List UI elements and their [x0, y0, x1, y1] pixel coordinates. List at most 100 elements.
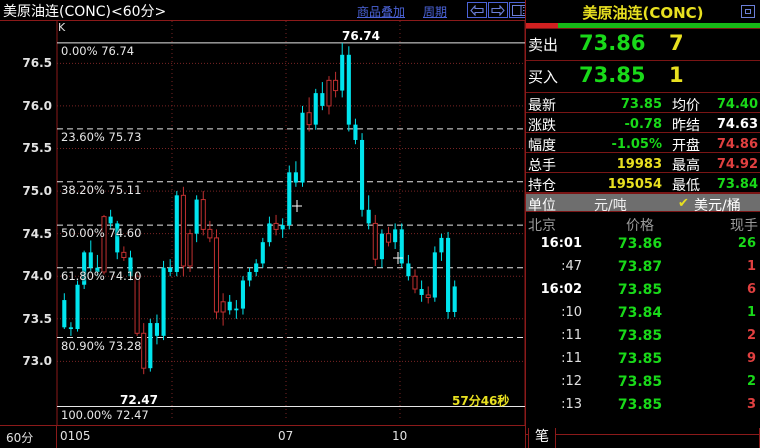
chart-canvas[interactable]	[0, 21, 526, 425]
tick-price: 73.85	[617, 282, 663, 298]
divider	[526, 152, 760, 153]
tick-price: 73.87	[617, 259, 663, 275]
chart-title: 美原油连(CONC)<60分>	[3, 4, 167, 20]
stat-row: 涨跌 -0.78 昨结 74.63	[526, 113, 760, 134]
y-tick-4: 74.5	[22, 226, 52, 241]
tick-row[interactable]: 16:02 73.85 6	[526, 279, 760, 301]
x-tick-1: 07	[278, 429, 294, 443]
stat-row: 最新 73.85 均价 74.40	[526, 93, 760, 114]
col-volume: 现手	[730, 218, 758, 234]
bid-ratio-segment	[558, 23, 760, 28]
stat-value-left: 195054	[607, 177, 662, 192]
x-tick-0: 0105	[60, 429, 91, 443]
ask-row[interactable]: 卖出 73.86 7	[526, 29, 760, 60]
commodity-overlay-link[interactable]: 商品叠加	[357, 5, 406, 19]
tick-price: 73.85	[617, 351, 663, 367]
y-tick-0: 76.5	[22, 56, 52, 71]
bid-qty: 1	[669, 63, 684, 87]
unit-option-usd-barrel[interactable]: 美元/桶	[694, 198, 741, 214]
period-link[interactable]: 周期	[423, 5, 448, 19]
bid-label: 买入	[528, 68, 559, 86]
tick-time: :47	[561, 259, 582, 274]
arrow-right-icon[interactable]	[488, 2, 508, 18]
stat-label-left: 总手	[528, 158, 556, 174]
quote-title: 美原油连(CONC)	[582, 4, 704, 22]
stat-row: 总手 19983 最高 74.92	[526, 153, 760, 174]
tick-volume: 1	[746, 305, 756, 320]
bid-price: 73.85	[579, 63, 646, 87]
ask-qty: 7	[669, 31, 684, 55]
ask-ratio-segment	[526, 23, 558, 28]
unit-label: 单位	[528, 198, 556, 214]
fib-label-4: 61.80% 74.10	[61, 268, 142, 283]
maximize-icon[interactable]	[741, 5, 755, 18]
tick-row[interactable]: :47 73.87 1	[526, 256, 760, 278]
stat-value-left: -0.78	[624, 117, 662, 132]
stat-value-left: -1.05%	[611, 137, 663, 152]
stat-label-right: 均价	[672, 98, 700, 114]
tick-volume: 26	[737, 236, 756, 251]
tick-row[interactable]: :11 73.85 9	[526, 348, 760, 370]
stat-label-left: 涨跌	[528, 118, 556, 134]
chart-toolbar: 美原油连(CONC)<60分> 商品叠加 周期	[0, 0, 529, 21]
stat-label-right: 最高	[672, 158, 700, 174]
tick-row[interactable]: :10 73.84 1	[526, 302, 760, 324]
tick-table-header: 北京 价格 现手	[526, 213, 760, 234]
bid-row[interactable]: 买入 73.85 1	[526, 61, 760, 92]
tab-ticks[interactable]: 笔	[528, 428, 556, 448]
quote-header: 美原油连(CONC)	[526, 0, 760, 24]
bid-ask-ratio-bar	[526, 23, 760, 28]
fib-label-1: 23.60% 75.73	[61, 129, 142, 144]
trough-price-label: 72.47	[120, 392, 158, 407]
tick-time: 16:02	[540, 282, 582, 297]
y-axis-labels: 76.5 76.0 75.5 75.0 74.5 74.0 73.5 73.0	[0, 21, 56, 425]
period-badge[interactable]: 60分	[6, 431, 34, 445]
divider	[526, 92, 760, 93]
divider	[526, 192, 760, 193]
tick-volume: 2	[746, 328, 756, 343]
indicator-label: K	[58, 21, 66, 34]
divider	[526, 132, 760, 133]
x-tick-2: 10	[392, 429, 408, 443]
arrow-left-icon[interactable]	[467, 2, 487, 18]
stat-label-left: 幅度	[528, 138, 556, 154]
y-tick-6: 73.5	[22, 311, 52, 326]
tick-volume: 2	[746, 374, 756, 389]
stat-label-right: 最低	[672, 178, 700, 194]
y-tick-2: 75.5	[22, 141, 52, 156]
fib-label-0: 0.00% 76.74	[61, 43, 135, 58]
stat-row: 持仓 195054 最低 73.84	[526, 173, 760, 194]
stat-value-right: 73.84	[716, 177, 758, 192]
stat-value-left: 73.85	[620, 97, 662, 112]
fib-label-5: 80.90% 73.28	[61, 338, 142, 353]
quote-panel: 美原油连(CONC) 卖出 73.86 7 买入 73.85 1 最新 73.85…	[526, 0, 760, 448]
stat-value-right: 74.92	[716, 157, 758, 172]
tick-price: 73.85	[617, 374, 663, 390]
divider	[526, 112, 760, 113]
tick-row[interactable]: :13 73.85 3	[526, 394, 760, 416]
quote-footer: 笔	[526, 428, 760, 448]
x-axis: 60分 0105 07 10	[0, 425, 526, 448]
col-time: 北京	[528, 218, 556, 234]
tick-time: :11	[561, 328, 582, 343]
tick-price: 73.85	[617, 397, 663, 413]
stat-label-right: 开盘	[672, 138, 700, 154]
bar-countdown-label: 57分46秒	[452, 393, 510, 408]
tick-price: 73.84	[617, 305, 663, 321]
fib-label-2: 38.20% 75.11	[61, 182, 142, 197]
tick-row[interactable]: 16:01 73.86 26	[526, 233, 760, 255]
tick-volume: 9	[746, 351, 756, 366]
candlestick-chart[interactable]: 76.5 76.0 75.5 75.0 74.5 74.0 73.5 73.0 0.00% 7…	[0, 21, 526, 425]
tick-volume: 1	[746, 259, 756, 274]
tick-volume: 6	[746, 282, 756, 297]
tick-row[interactable]: :11 73.85 2	[526, 325, 760, 347]
x-axis-divider	[0, 425, 526, 426]
tick-time: :13	[561, 397, 582, 412]
toolbar-icon-group	[467, 2, 529, 18]
y-tick-5: 74.0	[22, 269, 52, 284]
tick-row[interactable]: :12 73.85 2	[526, 371, 760, 393]
unit-selector-row[interactable]: 单位 元/吨 ✔ 美元/桶	[526, 193, 760, 214]
tick-price: 73.86	[617, 236, 663, 252]
unit-option-cny-ton[interactable]: 元/吨	[594, 198, 627, 214]
